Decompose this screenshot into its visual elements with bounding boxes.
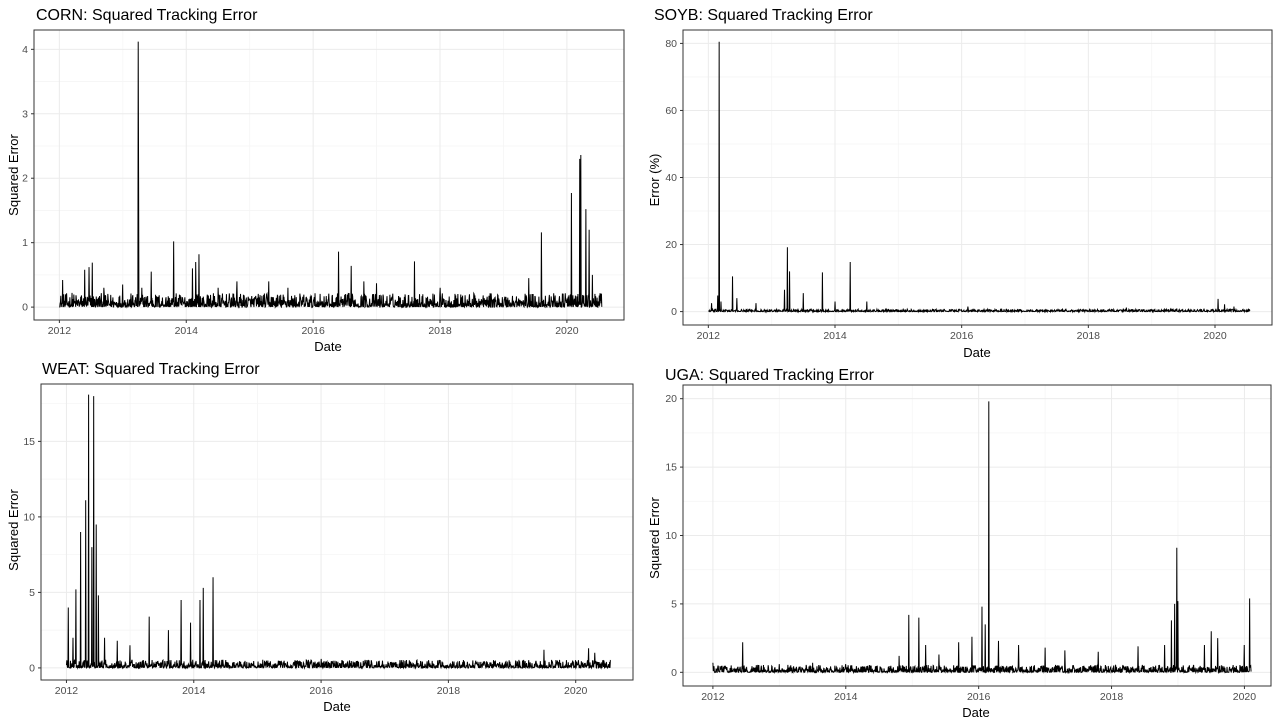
uga-y-tick-label: 10	[665, 530, 677, 542]
soyb-plot-area: 2012 2014 2016 2018 2020 0 20 40 60 80	[665, 29, 1273, 342]
soyb-x-label: Date	[963, 345, 990, 360]
corn-x-label: Date	[314, 339, 341, 354]
weat-y-tick-label: 5	[29, 587, 35, 599]
corn-y-label: Squared Error	[6, 134, 21, 216]
corn-y-tick-label: 4	[22, 44, 28, 56]
soyb-x-tick-label: 2018	[1077, 330, 1101, 342]
uga-y-tick-label: 20	[665, 393, 677, 405]
soyb-x-tick-label: 2016	[950, 330, 974, 342]
soyb-title: SOYB: Squared Tracking Error	[654, 7, 873, 24]
corn-x-tick-label: 2014	[175, 325, 199, 337]
corn-y-tick-label: 0	[22, 302, 28, 314]
corn-plot-area: 2012 2014 2016 2018 2020 0 1 2 3 4	[22, 29, 625, 337]
weat-y-tick-label: 0	[29, 662, 35, 674]
uga-y-tick-label: 15	[665, 462, 677, 474]
weat-x-tick-label: 2016	[309, 685, 333, 697]
weat-x-tick-label: 2018	[437, 685, 461, 697]
weat-title: WEAT: Squared Tracking Error	[42, 361, 260, 378]
corn-title: CORN: Squared Tracking Error	[36, 7, 258, 24]
corn-series-line	[59, 41, 603, 309]
corn-x-tick-label: 2016	[301, 325, 325, 337]
corn-y-tick-label: 3	[22, 108, 28, 120]
soyb-y-tick-label: 60	[665, 105, 677, 117]
weat-x-tick-label: 2014	[182, 685, 206, 697]
soyb-y-tick-label: 40	[665, 172, 677, 184]
weat-y-tick-label: 10	[23, 511, 35, 523]
weat-y-label: Squared Error	[6, 489, 21, 571]
soyb-y-tick-label: 0	[671, 306, 677, 318]
soyb-y-tick-label: 20	[665, 239, 677, 251]
uga-series-line	[712, 401, 1252, 675]
panel-soyb: SOYB: Squared Tracking Error Error (%) D…	[647, 7, 1273, 360]
panel-corn: CORN: Squared Tracking Error Squared Err…	[6, 7, 625, 354]
uga-x-tick-label: 2016	[967, 691, 991, 703]
corn-x-tick-label: 2018	[428, 325, 452, 337]
weat-x-label: Date	[323, 699, 350, 714]
weat-y-tick-label: 15	[23, 436, 35, 448]
soyb-series-line	[708, 41, 1251, 314]
uga-plot-area: 2012 2014 2016 2018 2020 0 5 10 15 20	[665, 384, 1272, 703]
soyb-x-tick-label: 2014	[823, 330, 847, 342]
uga-y-tick-label: 0	[671, 667, 677, 679]
soyb-x-tick-label: 2012	[697, 330, 721, 342]
corn-y-tick-label: 1	[22, 237, 28, 249]
uga-y-label: Squared Error	[647, 497, 662, 579]
uga-title: UGA: Squared Tracking Error	[665, 367, 875, 384]
uga-y-tick-label: 5	[671, 598, 677, 610]
corn-panel-border	[33, 29, 625, 321]
panel-weat: WEAT: Squared Tracking Error Squared Err…	[6, 361, 634, 714]
weat-plot-area: 2012 2014 2016 2018 2020 0 5 10 15	[23, 383, 634, 697]
soyb-x-tick-label: 2020	[1203, 330, 1227, 342]
soyb-y-tick-label: 80	[665, 38, 677, 50]
weat-panel-border	[40, 383, 634, 681]
weat-series-line	[65, 394, 611, 670]
uga-panel-border	[682, 384, 1272, 687]
corn-x-tick-label: 2012	[48, 325, 72, 337]
weat-x-tick-label: 2012	[55, 685, 79, 697]
soyb-y-label: Error (%)	[647, 154, 662, 207]
uga-x-tick-label: 2020	[1233, 691, 1257, 703]
weat-x-tick-label: 2020	[564, 685, 588, 697]
panel-uga: UGA: Squared Tracking Error Squared Erro…	[647, 367, 1272, 720]
corn-y-tick-label: 2	[22, 173, 28, 185]
corn-x-tick-label: 2020	[555, 325, 579, 337]
uga-x-tick-label: 2014	[834, 691, 858, 703]
uga-x-label: Date	[962, 705, 989, 720]
uga-x-tick-label: 2012	[701, 691, 725, 703]
soyb-panel-border	[682, 29, 1273, 326]
uga-x-tick-label: 2018	[1100, 691, 1124, 703]
